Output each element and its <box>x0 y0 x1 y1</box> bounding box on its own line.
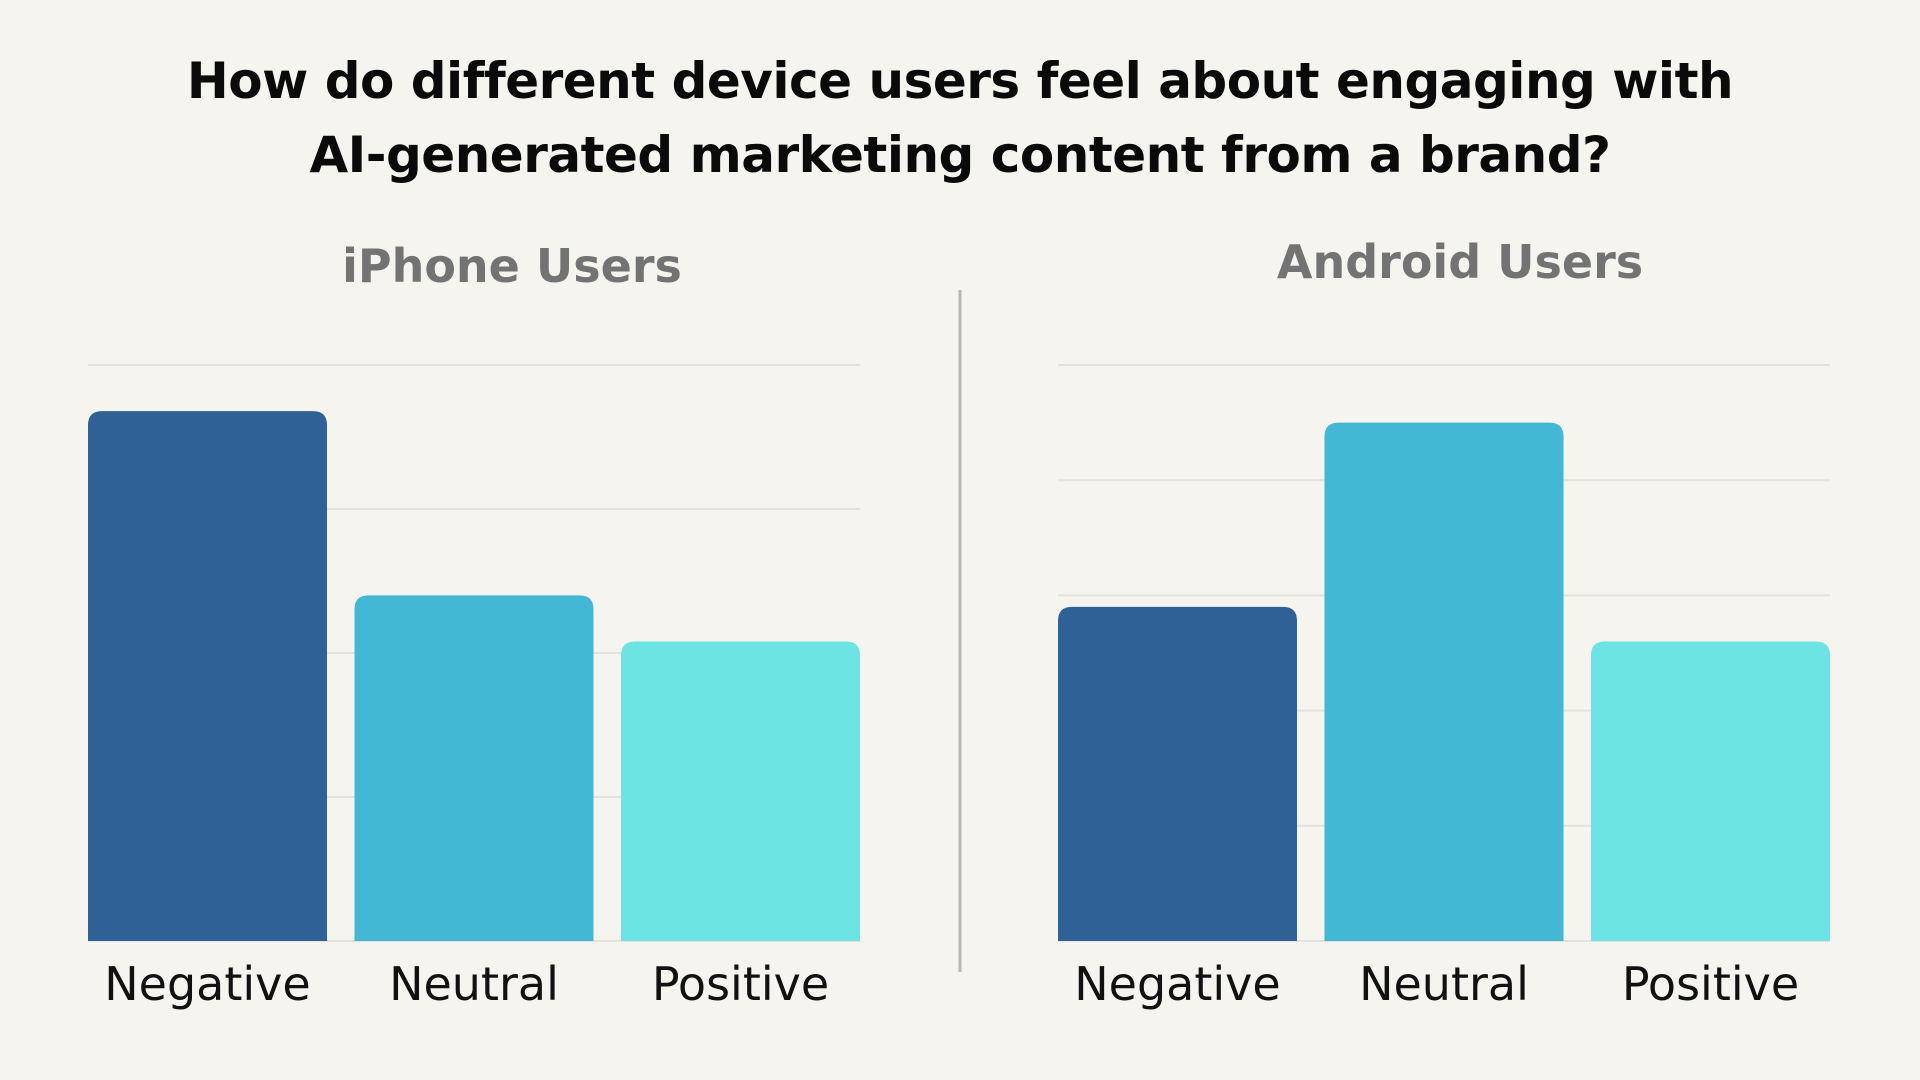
chart-title-line-1: How do different device users feel about… <box>186 52 1734 110</box>
iphone-bar-positive <box>621 641 860 941</box>
iphone-panel: iPhone Users Negative Neutral Positive <box>88 239 860 1011</box>
android-bar-positive <box>1591 641 1830 941</box>
iphone-panel-title: iPhone Users <box>342 239 682 293</box>
android-panel-title: Android Users <box>1277 235 1643 289</box>
chart-title-line-2: AI-generated marketing content from a br… <box>309 126 1611 184</box>
android-label-neutral: Neutral <box>1359 957 1529 1011</box>
android-panel: Android Users Negative Neutral Positive <box>1058 235 1830 1011</box>
iphone-label-positive: Positive <box>652 957 829 1011</box>
android-label-negative: Negative <box>1074 957 1280 1011</box>
android-bar-negative <box>1058 606 1297 941</box>
iphone-bar-neutral <box>354 595 594 941</box>
iphone-bar-negative <box>88 411 327 942</box>
chart-title: How do different device users feel about… <box>0 44 1920 192</box>
iphone-label-neutral: Neutral <box>389 957 559 1011</box>
android-bar-neutral <box>1324 422 1564 942</box>
android-label-positive: Positive <box>1622 957 1799 1011</box>
iphone-label-negative: Negative <box>104 957 310 1011</box>
